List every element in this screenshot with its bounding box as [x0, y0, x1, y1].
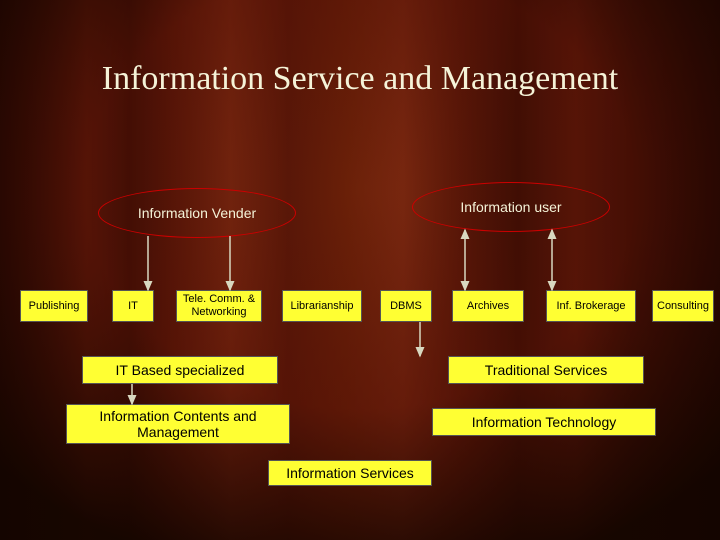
box-label: Traditional Services: [485, 362, 607, 378]
box-librarianship: Librarianship: [282, 290, 362, 322]
box-information-services: Information Services: [268, 460, 432, 486]
box-it-based-specialized: IT Based specialized: [82, 356, 278, 384]
box-label: Publishing: [29, 300, 80, 313]
box-label: Inf. Brokerage: [556, 300, 625, 313]
slide-stage: Information Service and Management Infor…: [0, 0, 720, 540]
box-telecomm-networking: Tele. Comm. & Networking: [176, 290, 262, 322]
box-label: Tele. Comm. & Networking: [180, 293, 258, 318]
box-label: IT Based specialized: [116, 362, 245, 378]
ellipse-information-user: Information user: [412, 182, 610, 232]
box-traditional-services: Traditional Services: [448, 356, 644, 384]
box-dbms: DBMS: [380, 290, 432, 322]
ellipse-label: Information user: [460, 199, 561, 215]
box-consulting: Consulting: [652, 290, 714, 322]
box-label: Consulting: [657, 300, 709, 313]
box-it: IT: [112, 290, 154, 322]
box-label: Information Services: [286, 465, 414, 481]
box-label: Information Contents and Management: [70, 408, 286, 440]
box-label: Archives: [467, 300, 509, 313]
box-label: DBMS: [390, 300, 422, 313]
box-archives: Archives: [452, 290, 524, 322]
box-information-technology: Information Technology: [432, 408, 656, 436]
box-publishing: Publishing: [20, 290, 88, 322]
ellipse-label: Information Vender: [138, 205, 256, 221]
slide-title: Information Service and Management: [0, 60, 720, 98]
ellipse-information-vender: Information Vender: [98, 188, 296, 238]
box-label: Information Technology: [472, 414, 617, 430]
box-label: IT: [128, 300, 138, 313]
box-label: Librarianship: [291, 300, 354, 313]
box-inf-brokerage: Inf. Brokerage: [546, 290, 636, 322]
box-information-contents-management: Information Contents and Management: [66, 404, 290, 444]
